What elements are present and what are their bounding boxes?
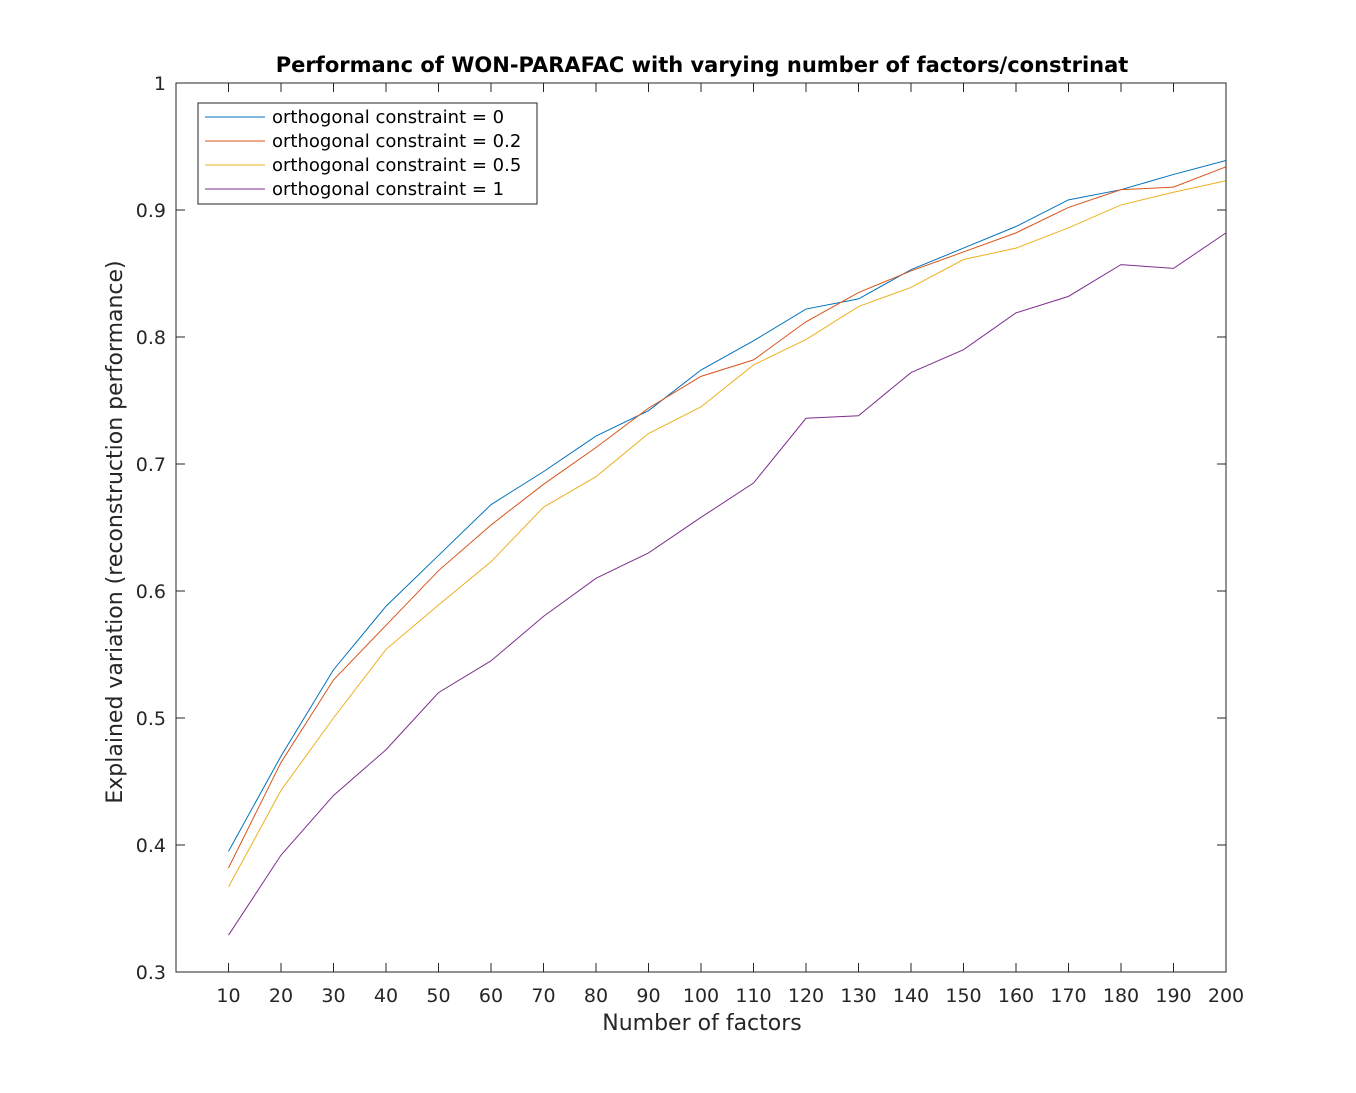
series-line-3: [228, 232, 1227, 936]
x-tick-label: 170: [1050, 985, 1086, 1007]
legend-entry-label: orthogonal constraint = 0.2: [272, 131, 521, 152]
series-line-2: [228, 180, 1227, 888]
y-tick-label: 0.8: [136, 327, 166, 349]
x-tick-label: 50: [426, 985, 450, 1007]
x-tick-label: 20: [269, 985, 293, 1007]
plot-area: [176, 83, 1226, 972]
series-line-0: [228, 159, 1227, 852]
x-tick-label: 70: [531, 985, 555, 1007]
x-axis-label: Number of factors: [602, 1011, 801, 1036]
x-tick-label: 60: [479, 985, 503, 1007]
x-tick-label: 100: [683, 985, 719, 1007]
y-tick-label: 1: [154, 73, 166, 95]
x-tick-label: 30: [321, 985, 345, 1007]
x-tick-label: 10: [216, 985, 240, 1007]
y-tick-label: 0.7: [136, 454, 166, 476]
chart-title: Performanc of WON-PARAFAC with varying n…: [276, 53, 1129, 77]
axes-layer: 10 20 30 40 50 60 70 80 90 100 110 120 130 140 150 160 1…: [136, 73, 1244, 1007]
legend-entry-label: orthogonal constraint = 0: [272, 107, 504, 128]
x-tick-label: 200: [1208, 985, 1244, 1007]
x-tick-label: 110: [735, 985, 771, 1007]
x-tick-label: 180: [1103, 985, 1139, 1007]
legend-entry-label: orthogonal constraint = 0.5: [272, 155, 521, 176]
x-tick-label: 80: [584, 985, 608, 1007]
y-tick-label: 0.9: [136, 200, 166, 222]
legend-box: [197, 102, 538, 205]
legend: orthogonal constraint = 0 orthogonal cons…: [197, 102, 538, 205]
series-layer: [228, 159, 1227, 936]
y-tick-label: 0.6: [136, 581, 166, 603]
x-tick-label: 90: [636, 985, 660, 1007]
y-tick-label: 0.5: [136, 708, 166, 730]
y-tick-label: 0.4: [136, 835, 166, 857]
legend-entry-label: orthogonal constraint = 1: [272, 179, 504, 200]
x-tick-label: 150: [945, 985, 981, 1007]
y-tick-label: 0.3: [136, 962, 166, 984]
x-tick-label: 140: [893, 985, 929, 1007]
y-axis-label: Explained variation (reconstruction perf…: [103, 260, 128, 803]
x-tick-label: 190: [1155, 985, 1191, 1007]
series-line-1: [228, 166, 1227, 869]
x-tick-label: 130: [840, 985, 876, 1007]
x-tick-label: 40: [374, 985, 398, 1007]
x-tick-label: 120: [788, 985, 824, 1007]
x-tick-label: 160: [998, 985, 1034, 1007]
plot-background: [176, 83, 1226, 972]
